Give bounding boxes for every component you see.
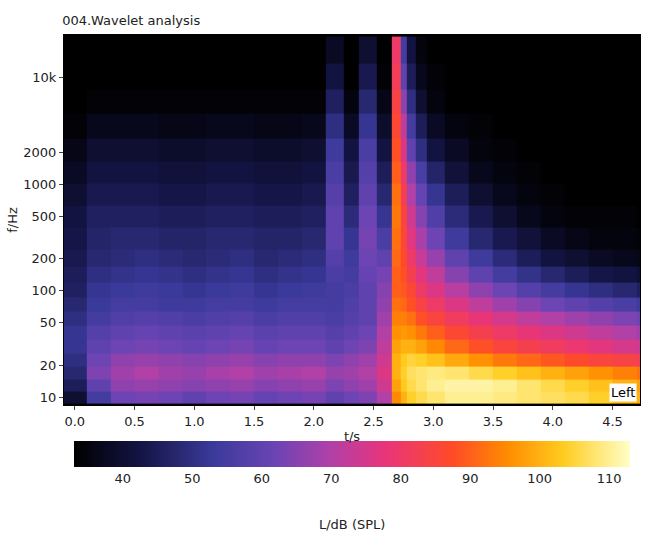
- svg-text:1.0: 1.0: [184, 414, 205, 429]
- svg-text:40: 40: [114, 471, 131, 486]
- svg-text:100: 100: [527, 471, 552, 486]
- svg-text:f/Hz: f/Hz: [5, 207, 20, 233]
- svg-text:110: 110: [597, 471, 622, 486]
- svg-text:80: 80: [392, 471, 409, 486]
- svg-text:10k: 10k: [32, 70, 57, 85]
- svg-text:004.Wavelet analysis: 004.Wavelet analysis: [62, 13, 200, 28]
- svg-text:100: 100: [32, 283, 57, 298]
- svg-text:2.0: 2.0: [303, 414, 324, 429]
- svg-text:0.5: 0.5: [124, 414, 145, 429]
- svg-text:2.5: 2.5: [363, 414, 384, 429]
- svg-text:20: 20: [40, 358, 57, 373]
- svg-text:3.5: 3.5: [483, 414, 504, 429]
- svg-text:Left: Left: [611, 385, 635, 400]
- svg-text:4.0: 4.0: [542, 414, 563, 429]
- svg-text:0.0: 0.0: [64, 414, 85, 429]
- svg-text:50: 50: [184, 471, 201, 486]
- svg-text:4.5: 4.5: [602, 414, 623, 429]
- svg-text:70: 70: [323, 471, 340, 486]
- svg-text:50: 50: [40, 315, 57, 330]
- svg-text:200: 200: [32, 251, 57, 266]
- svg-text:10: 10: [40, 390, 57, 405]
- svg-text:90: 90: [462, 471, 479, 486]
- svg-text:2000: 2000: [23, 145, 56, 160]
- svg-text:3.0: 3.0: [423, 414, 444, 429]
- svg-text:500: 500: [32, 209, 57, 224]
- svg-text:t/s: t/s: [344, 429, 360, 444]
- svg-text:60: 60: [253, 471, 270, 486]
- svg-text:1000: 1000: [23, 177, 56, 192]
- svg-text:L/dB (SPL): L/dB (SPL): [319, 517, 385, 532]
- svg-text:1.5: 1.5: [244, 414, 265, 429]
